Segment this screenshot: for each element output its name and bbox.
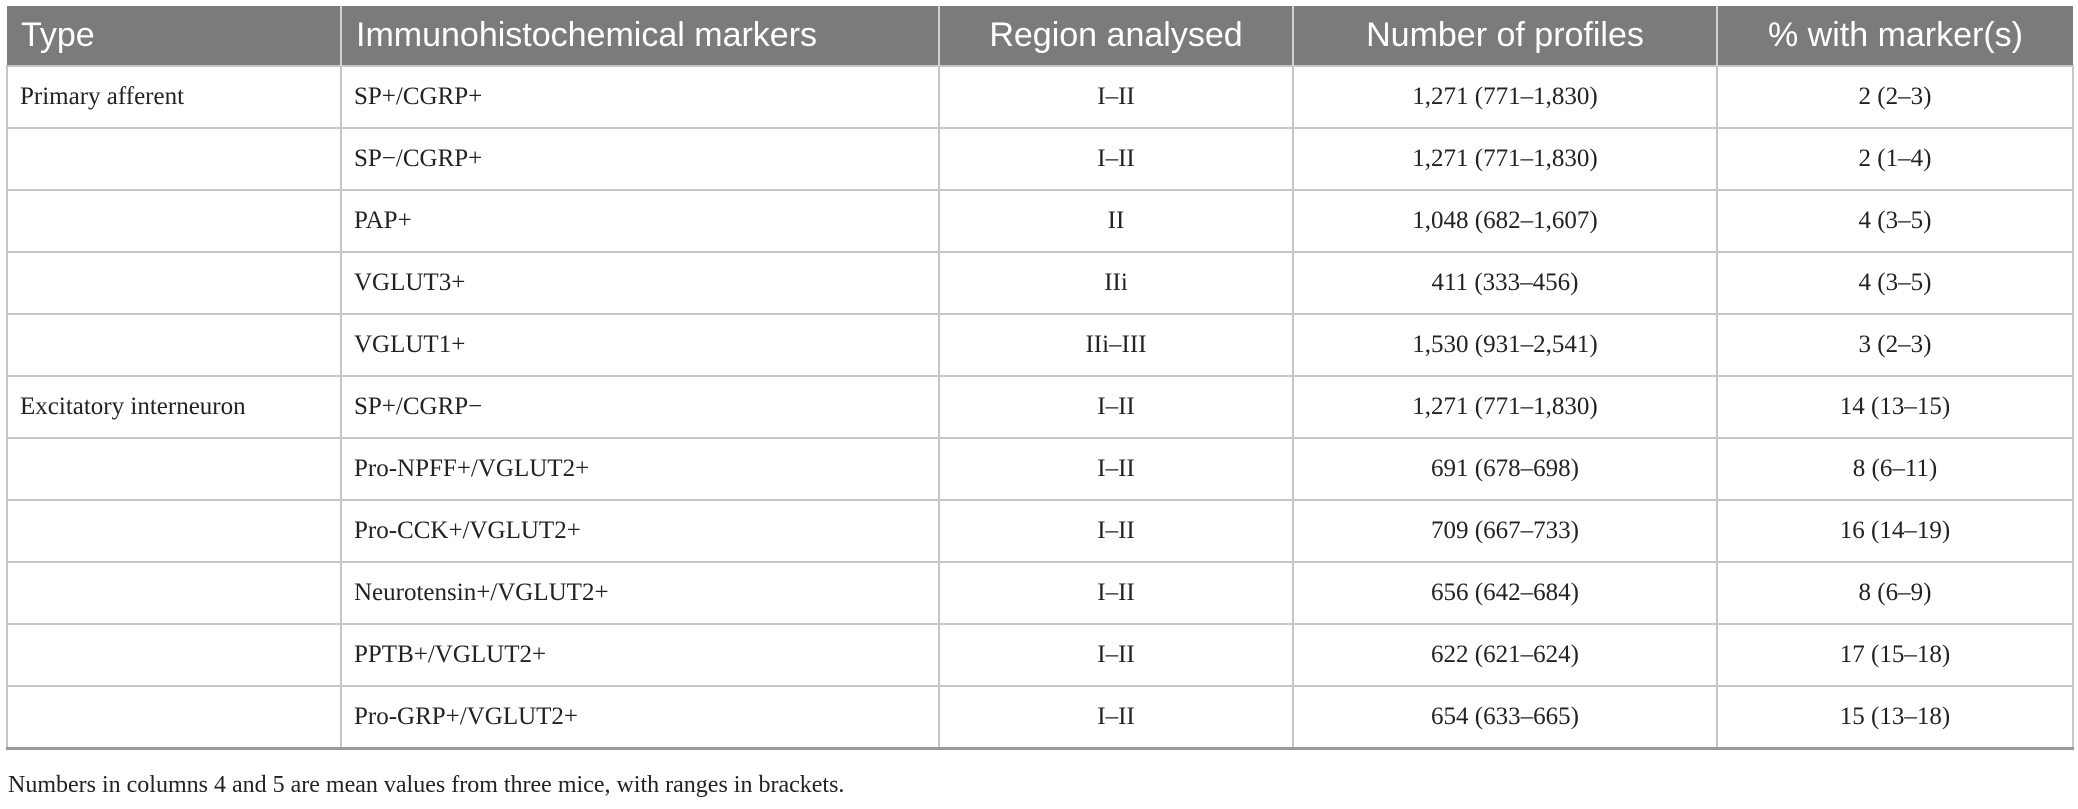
cell-type: Primary afferent xyxy=(6,65,342,129)
cell-number: 1,271 (771–1,830) xyxy=(1292,65,1718,129)
cell-number: 622 (621–624) xyxy=(1292,623,1718,687)
cell-region: I–II xyxy=(938,65,1294,129)
header-cell: Type xyxy=(7,6,341,66)
empty-cell xyxy=(6,189,342,253)
cell-percent: 8 (6–9) xyxy=(1716,561,2074,625)
cell-region: II xyxy=(938,189,1294,253)
table-row: Pro-CCK+/VGLUT2+ I–II 709 (667–733) 16 (14–… xyxy=(6,499,2074,563)
empty-cell xyxy=(6,623,342,687)
cell-number: 691 (678–698) xyxy=(1292,437,1718,501)
header-row: Type Immunohistochemical markers Region an… xyxy=(7,6,2073,66)
header-cell: Region analysed xyxy=(938,6,1293,66)
cell-region: IIi xyxy=(938,251,1294,315)
table-row: PPTB+/VGLUT2+ I–II 622 (621–624) 17 (15–18) xyxy=(6,623,2074,687)
cell-markers: Pro-NPFF+/VGLUT2+ xyxy=(340,437,940,501)
empty-cell xyxy=(6,437,342,501)
cell-number: 1,271 (771–1,830) xyxy=(1292,127,1718,191)
cell-markers: SP+/CGRP− xyxy=(340,375,940,439)
cell-number: 709 (667–733) xyxy=(1292,499,1718,563)
cell-markers: SP+/CGRP+ xyxy=(340,65,940,129)
table-row: Neurotensin+/VGLUT2+ I–II 656 (642–684) 8 (… xyxy=(6,561,2074,625)
header-cell: % with marker(s) xyxy=(1716,6,2073,66)
table-row: PAP+ II 1,048 (682–1,607) 4 (3–5) xyxy=(6,189,2074,253)
header-cell: Immunohistochemical markers xyxy=(340,6,939,66)
cell-type: Excitatory interneuron xyxy=(6,375,342,439)
cell-region: I–II xyxy=(938,685,1294,750)
cell-number: 1,271 (771–1,830) xyxy=(1292,375,1718,439)
cell-number: 654 (633–665) xyxy=(1292,685,1718,750)
cell-number: 411 (333–456) xyxy=(1292,251,1718,315)
cell-region: I–II xyxy=(938,375,1294,439)
header-cell: Number of profiles xyxy=(1292,6,1717,66)
cell-markers: PAP+ xyxy=(340,189,940,253)
cell-markers: Neurotensin+/VGLUT2+ xyxy=(340,561,940,625)
table-row: SP−/CGRP+ I–II 1,271 (771–1,830) 2 (1–4) xyxy=(6,127,2074,191)
cell-percent: 14 (13–15) xyxy=(1716,375,2074,439)
table-row: Pro-NPFF+/VGLUT2+ I–II 691 (678–698) 8 (6–1… xyxy=(6,437,2074,501)
cell-number: 1,530 (931–2,541) xyxy=(1292,313,1718,377)
cell-number: 1,048 (682–1,607) xyxy=(1292,189,1718,253)
cell-percent: 4 (3–5) xyxy=(1716,251,2074,315)
footnote: Numbers in columns 4 and 5 are mean valu… xyxy=(8,772,845,798)
table-row: Pro-GRP+/VGLUT2+ I–II 654 (633–665) 15 (13–… xyxy=(6,685,2074,750)
cell-percent: 2 (2–3) xyxy=(1716,65,2074,129)
cell-percent: 15 (13–18) xyxy=(1716,685,2074,750)
cell-region: I–II xyxy=(938,127,1294,191)
cell-region: I–II xyxy=(938,499,1294,563)
empty-cell xyxy=(6,313,342,377)
empty-cell xyxy=(6,127,342,191)
cell-percent: 8 (6–11) xyxy=(1716,437,2074,501)
cell-markers: PPTB+/VGLUT2+ xyxy=(340,623,940,687)
cell-markers: Pro-GRP+/VGLUT2+ xyxy=(340,685,940,750)
cell-percent: 16 (14–19) xyxy=(1716,499,2074,563)
cell-region: IIi–III xyxy=(938,313,1294,377)
data-table: Type Immunohistochemical markers Region an… xyxy=(6,6,2074,750)
empty-cell xyxy=(6,685,342,750)
cell-percent: 3 (2–3) xyxy=(1716,313,2074,377)
empty-cell xyxy=(6,499,342,563)
cell-markers: Pro-CCK+/VGLUT2+ xyxy=(340,499,940,563)
empty-cell xyxy=(6,561,342,625)
cell-percent: 2 (1–4) xyxy=(1716,127,2074,191)
table-row: Primary afferent SP+/CGRP+ I–II 1,271 (771–… xyxy=(6,65,2074,129)
cell-markers: SP−/CGRP+ xyxy=(340,127,940,191)
cell-region: I–II xyxy=(938,561,1294,625)
cell-region: I–II xyxy=(938,437,1294,501)
cell-percent: 17 (15–18) xyxy=(1716,623,2074,687)
cell-number: 656 (642–684) xyxy=(1292,561,1718,625)
cell-markers: VGLUT3+ xyxy=(340,251,940,315)
empty-cell xyxy=(6,251,342,315)
table-row: VGLUT1+ IIi–III 1,530 (931–2,541) 3 (2–3) xyxy=(6,313,2074,377)
cell-percent: 4 (3–5) xyxy=(1716,189,2074,253)
cell-markers: VGLUT1+ xyxy=(340,313,940,377)
cell-region: I–II xyxy=(938,623,1294,687)
table-row: Excitatory interneuron SP+/CGRP− I–II 1,271… xyxy=(6,375,2074,439)
table-row: VGLUT3+ IIi 411 (333–456) 4 (3–5) xyxy=(6,251,2074,315)
